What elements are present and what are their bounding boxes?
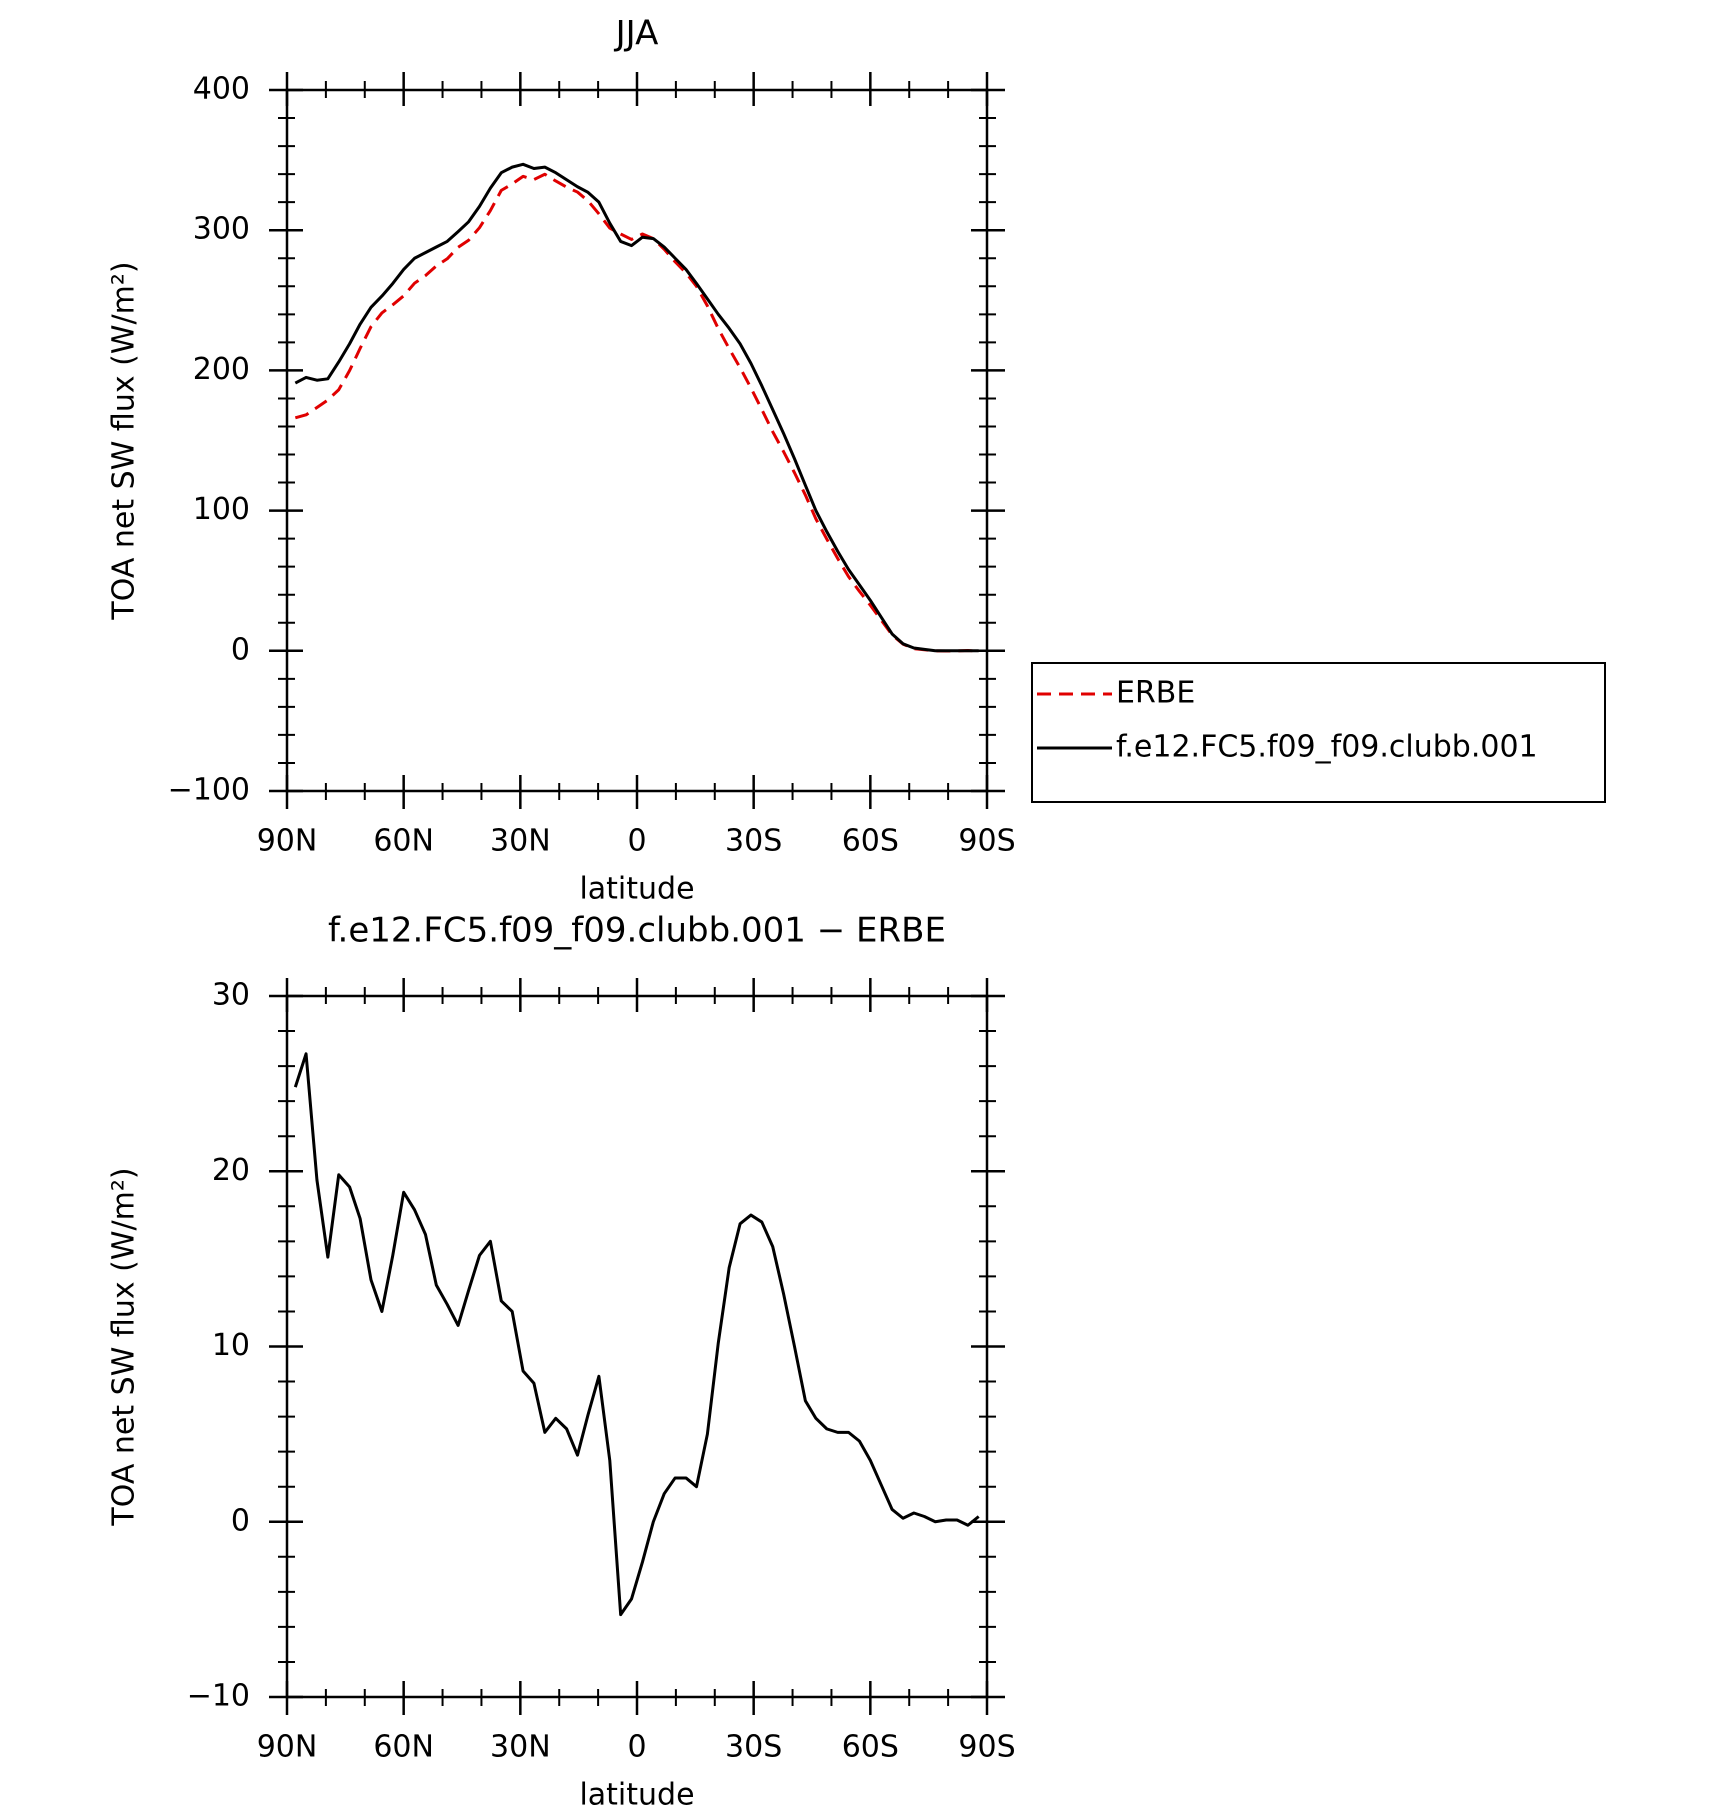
y-tick-label: 20	[212, 1153, 250, 1188]
y-tick-label: 0	[231, 632, 250, 667]
x-tick-label: 60S	[842, 1730, 899, 1765]
chart-title: JJA	[614, 14, 659, 54]
x-tick-label: 90N	[257, 1730, 318, 1765]
y-tick-label: −100	[168, 773, 250, 808]
x-tick-label: 90S	[958, 1730, 1015, 1765]
y-axis-label: TOA net SW flux (W/m²)	[107, 1167, 142, 1526]
x-tick-label: 0	[627, 1730, 646, 1765]
x-tick-label: 0	[627, 824, 646, 859]
x-axis-label: latitude	[579, 872, 694, 907]
y-tick-label: −10	[187, 1679, 250, 1714]
x-tick-label: 30N	[490, 824, 551, 859]
y-tick-label: 300	[193, 212, 250, 247]
data-line	[293, 1052, 980, 1617]
x-tick-label: 60S	[842, 824, 899, 859]
y-tick-label: 10	[212, 1328, 250, 1363]
data-line	[294, 162, 979, 653]
data-line	[294, 172, 979, 653]
x-tick-label: 60N	[373, 1730, 434, 1765]
y-tick-label: 100	[193, 492, 250, 527]
x-tick-label: 30S	[725, 1730, 782, 1765]
chart-title: f.e12.FC5.f09_f09.clubb.001 − ERBE	[328, 911, 946, 951]
x-axis-label: latitude	[579, 1778, 694, 1811]
legend-box	[1031, 662, 1606, 803]
x-tick-label: 30N	[490, 1730, 551, 1765]
y-axis-label: TOA net SW flux (W/m²)	[107, 261, 142, 620]
legend-label: ERBE	[1116, 676, 1195, 711]
plot-frame	[285, 994, 989, 1699]
x-tick-label: 60N	[373, 824, 434, 859]
y-tick-label: 30	[212, 978, 250, 1013]
x-tick-label: 90S	[958, 824, 1015, 859]
plot-frame	[285, 88, 989, 793]
x-tick-label: 90N	[257, 824, 318, 859]
y-tick-label: 400	[193, 72, 250, 107]
legend-label: f.e12.FC5.f09_f09.clubb.001	[1116, 730, 1538, 765]
y-tick-label: 200	[193, 352, 250, 387]
y-tick-label: 0	[231, 1503, 250, 1538]
x-tick-label: 30S	[725, 824, 782, 859]
